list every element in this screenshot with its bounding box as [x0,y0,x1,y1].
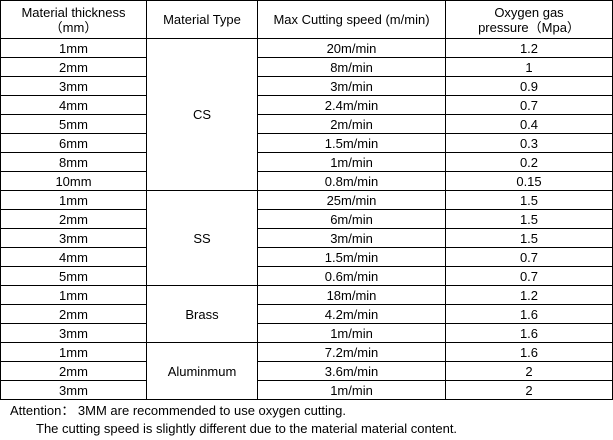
speed-cell: 4.2m/min [257,304,446,324]
table-row: 2mm 6m/min 1.5 [0,209,613,229]
speed-cell: 3m/min [257,228,446,248]
header-text: Max Cutting speed (m/min) [273,12,430,27]
table-row: 3mm 3m/min 0.9 [0,76,613,96]
thickness-cell: 3mm [0,228,147,248]
pressure-cell: 0.7 [445,95,613,115]
speed-cell: 0.6m/min [257,266,446,286]
speed-cell: 1m/min [257,152,446,172]
pressure-cell: 1.5 [445,190,613,210]
table-row: 3mm 3m/min 1.5 [0,228,613,248]
speed-cell: 25m/min [257,190,446,210]
pressure-cell: 1.6 [445,342,613,362]
table-row: 5mm 2m/min 0.4 [0,114,613,134]
pressure-cell: 2 [445,361,613,381]
pressure-cell: 1.2 [445,38,613,58]
header-cell: Material Type [146,0,258,39]
speed-cell: 8m/min [257,57,446,77]
material-cell: Aluminmum [146,342,258,400]
speed-cell: 1m/min [257,380,446,400]
note-text: The cutting speed is slightly different … [36,421,458,436]
pressure-cell: 2 [445,380,613,400]
header-row: Material thickness （mm） Material Type Max C… [0,0,613,39]
table-row: 3mm 1m/min 2 [0,380,613,400]
thickness-cell: 4mm [0,247,147,267]
speed-cell: 3m/min [257,76,446,96]
speed-cell: 1.5m/min [257,133,446,153]
pressure-cell: 1.6 [445,323,613,343]
speed-cell: 20m/min [257,38,446,58]
table-row: 10mm 0.8m/min 0.15 [0,171,613,191]
speed-cell: 7.2m/min [257,342,446,362]
pressure-cell: 0.9 [445,76,613,96]
pressure-cell: 1.5 [445,228,613,248]
thickness-cell: 5mm [0,114,147,134]
thickness-cell: 3mm [0,323,147,343]
thickness-cell: 2mm [0,209,147,229]
thickness-cell: 4mm [0,95,147,115]
pressure-cell: 0.7 [445,266,613,286]
header-cell: Material thickness （mm） [0,0,147,39]
thickness-cell: 3mm [0,76,147,96]
table-row: 2mm 3.6m/min 2 [0,361,613,381]
speed-cell: 1.5m/min [257,247,446,267]
header-text: Oxygen gas [494,4,564,20]
pressure-cell: 1.5 [445,209,613,229]
speed-cell: 0.8m/min [257,171,446,191]
table-row: 1mm Aluminmum 7.2m/min 1.6 [0,342,613,400]
thickness-cell: 2mm [0,57,147,77]
header-text: Material Type [163,12,241,27]
thickness-cell: 5mm [0,266,147,286]
material-cell: CS [146,38,258,191]
table-row: 2mm 8m/min 1 [0,57,613,77]
speed-cell: 1m/min [257,323,446,343]
thickness-cell: 2mm [0,361,147,381]
pressure-cell: 1 [445,57,613,77]
cutting-table: Material thickness （mm） Material Type Max C… [0,0,613,400]
speed-cell: 6m/min [257,209,446,229]
table-row: 4mm 1.5m/min 0.7 [0,247,613,267]
header-text: pressure（Mpa） [478,19,580,35]
table-row: 1mm SS 25m/min 1.5 [0,190,613,286]
table-body: 1mm CS 20m/min 1.2 2mm 8m/min 1 3mm 3m/min 0.9 4mm… [0,38,613,400]
thickness-cell: 1mm [0,38,147,58]
table-row: 3mm 1m/min 1.6 [0,323,613,343]
pressure-cell: 0.3 [445,133,613,153]
pressure-cell: 0.7 [445,247,613,267]
pressure-cell: 1.6 [445,304,613,324]
header-text: （mm） [49,19,98,35]
table-row: 1mm CS 20m/min 1.2 [0,38,613,191]
pressure-cell: 0.4 [445,114,613,134]
speed-cell: 2.4m/min [257,95,446,115]
table-row: 8mm 1m/min 0.2 [0,152,613,172]
table-row: 6mm 1.5m/min 0.3 [0,133,613,153]
thickness-cell: 10mm [0,171,147,191]
pressure-cell: 1.2 [445,285,613,305]
thickness-cell: 6mm [0,133,147,153]
note-text: Attention： 3MM are recommended to use ox… [10,403,347,418]
thickness-cell: 2mm [0,304,147,324]
thickness-cell: 3mm [0,380,147,400]
header-text: Material thickness [21,4,126,20]
header-cell: Oxygen gas pressure（Mpa） [445,0,613,39]
speed-cell: 18m/min [257,285,446,305]
table-row: 2mm 4.2m/min 1.6 [0,304,613,324]
material-cell: Brass [146,285,258,343]
thickness-cell: 1mm [0,285,147,305]
speed-cell: 3.6m/min [257,361,446,381]
thickness-cell: 8mm [0,152,147,172]
table-row: 1mm Brass 18m/min 1.2 [0,285,613,343]
thickness-cell: 1mm [0,342,147,362]
thickness-cell: 1mm [0,190,147,210]
notes: Attention： 3MM are recommended to use ox… [0,402,613,438]
header-cell: Max Cutting speed (m/min) [257,0,446,39]
table-row: 4mm 2.4m/min 0.7 [0,95,613,115]
material-cell: SS [146,190,258,286]
pressure-cell: 0.2 [445,152,613,172]
pressure-cell: 0.15 [445,171,613,191]
table-row: 5mm 0.6m/min 0.7 [0,266,613,286]
speed-cell: 2m/min [257,114,446,134]
